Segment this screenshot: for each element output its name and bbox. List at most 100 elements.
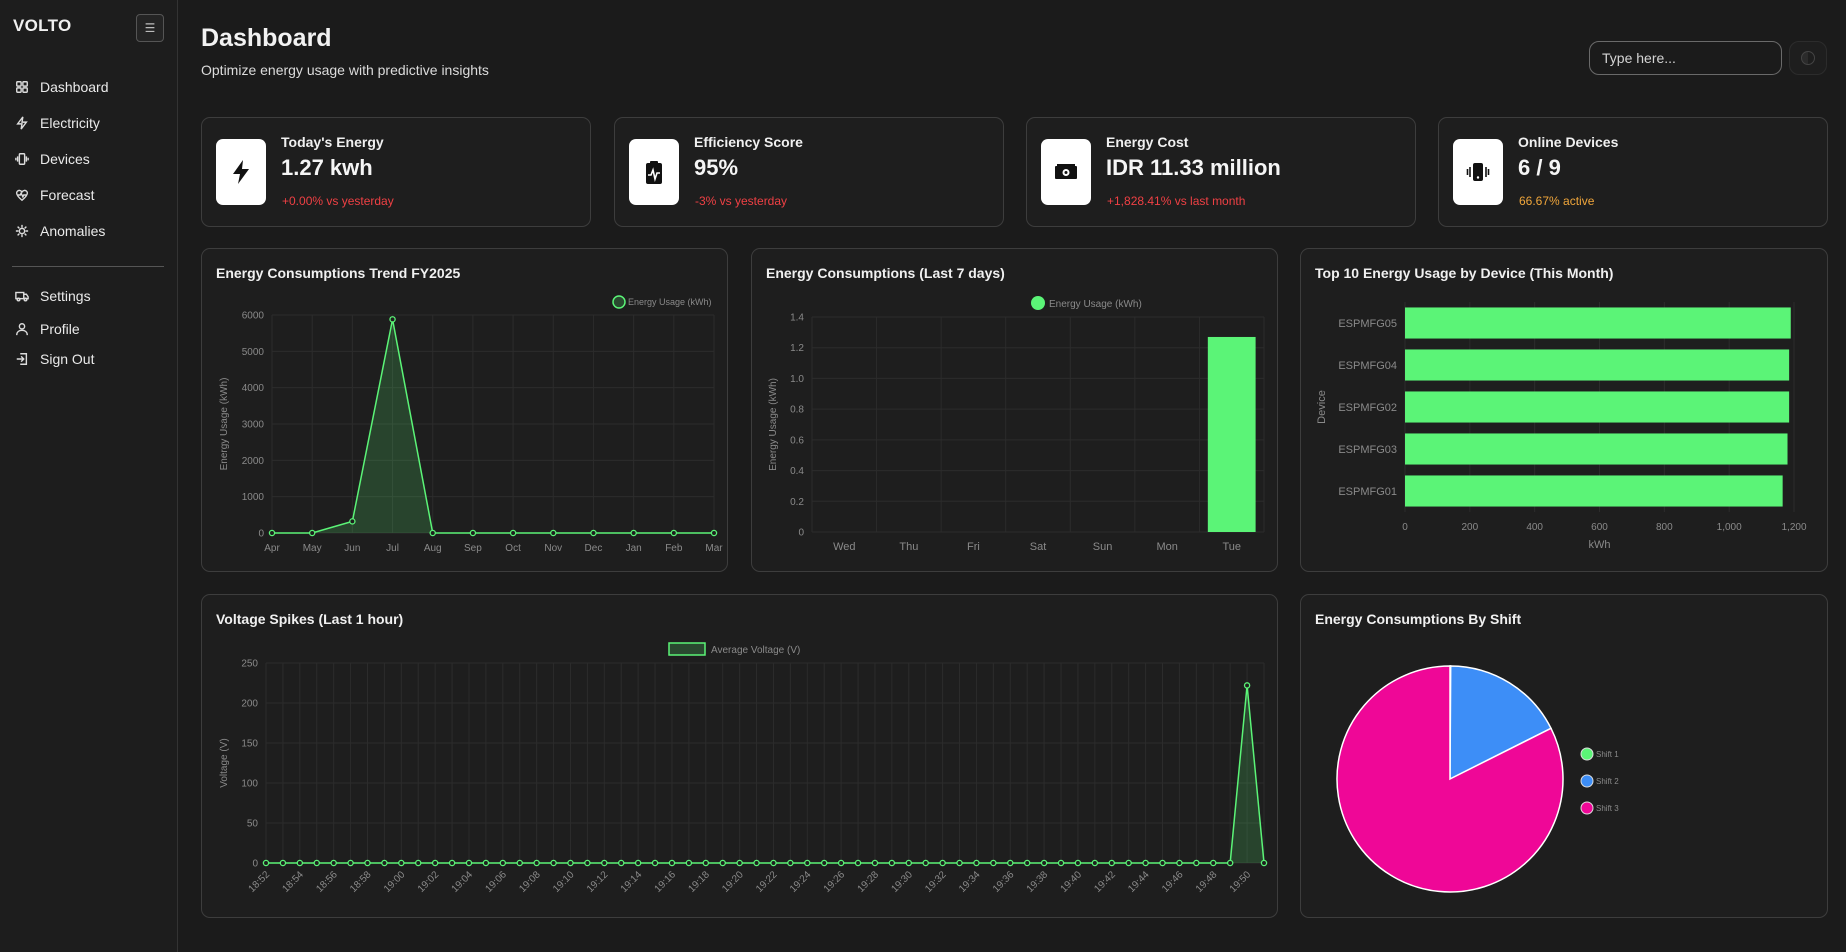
y-axis-label: Voltage (V) [219, 738, 230, 787]
x-tick-label: Wed [833, 541, 855, 553]
app-logo: VOLTO [13, 16, 72, 35]
y-tick-label: 1000 [242, 492, 265, 503]
sidebar-item-devices[interactable]: Devices [14, 141, 109, 177]
sidebar-item-label: Forecast [40, 187, 95, 203]
search-input[interactable] [1589, 41, 1782, 75]
x-tick-label: Jan [626, 543, 642, 554]
contrast-icon [1801, 51, 1815, 65]
data-point [1176, 859, 1183, 867]
legend-label: Energy Usage (kWh) [628, 297, 712, 307]
data-point [651, 859, 659, 867]
data-point [1074, 859, 1082, 867]
sidebar-item-dashboard[interactable]: Dashboard [14, 69, 109, 105]
sidebar-item-forecast[interactable]: Forecast [14, 177, 109, 213]
data-point [617, 859, 625, 867]
data-point [414, 859, 422, 867]
y-tick-label: 0.6 [790, 435, 804, 446]
x-tick-label: 19:02 [416, 869, 442, 895]
sidebar-item-sign-out[interactable]: Sign Out [14, 344, 94, 374]
legend-swatch [612, 295, 626, 309]
y-tick-label: ESPMFG02 [1338, 402, 1397, 414]
chart-card-top-devices: Top 10 Energy Usage by Device (This Mont… [1300, 248, 1828, 572]
data-point [1142, 859, 1149, 867]
data-point [630, 529, 637, 537]
data-point [262, 859, 270, 867]
data-point [1243, 682, 1251, 689]
y-tick-label: 200 [241, 699, 258, 710]
data-point [922, 859, 929, 867]
x-tick-label: Jul [386, 543, 399, 554]
x-tick-label: Apr [264, 543, 280, 554]
data-point [330, 859, 337, 867]
legend-label: Shift 1 [1596, 750, 1619, 759]
menu-icon: ☰ [144, 21, 156, 35]
y-tick-label: 1.4 [790, 313, 804, 324]
pie-slice [1449, 665, 1553, 781]
y-tick-label: 0 [252, 859, 258, 870]
y-tick-label: 0 [798, 528, 804, 539]
data-point [398, 859, 405, 867]
x-tick-label: 19:46 [1160, 869, 1186, 895]
x-tick-label: 19:18 [686, 869, 712, 895]
legend-label: Average Voltage (V) [711, 645, 800, 656]
data-point [601, 859, 608, 867]
bolt-icon [216, 139, 266, 205]
chart-card-last-7-days: Energy Consumptions (Last 7 days) 0 0.2 0.… [751, 248, 1278, 572]
y-tick-label: 0.4 [790, 466, 804, 477]
y-tick-label: 1.2 [790, 343, 804, 354]
x-tick-label: Dec [585, 543, 603, 554]
stat-card-todays-energy: Today's Energy 1.27 kwh +0.00% vs yester… [201, 117, 591, 227]
x-tick-label: 19:14 [619, 869, 645, 895]
stat-value: IDR 11.33 million [1106, 155, 1281, 180]
x-tick-label: 19:40 [1059, 869, 1085, 895]
x-tick-label: 19:42 [1092, 869, 1118, 895]
y-tick-label: ESPMFG04 [1338, 360, 1397, 372]
sidebar-item-profile[interactable]: Profile [14, 314, 94, 344]
sidebar-item-label: Sign Out [40, 351, 95, 367]
pie-slice [1336, 665, 1564, 893]
data-point [990, 859, 997, 867]
y-tick-label: ESPMFG05 [1338, 318, 1397, 330]
data-point [381, 859, 388, 867]
data-point [753, 859, 760, 867]
data-point [905, 859, 913, 867]
data-point [469, 529, 477, 537]
y-axis-label: Energy Usage (kWh) [219, 378, 230, 471]
x-tick-label: Feb [665, 543, 683, 554]
data-point [710, 529, 718, 537]
data-point [820, 859, 828, 867]
data-point [296, 859, 304, 867]
theme-toggle-button[interactable] [1789, 41, 1827, 75]
data-point [888, 859, 896, 867]
data-point [939, 859, 946, 867]
chart-title: Top 10 Energy Usage by Device (This Mont… [1315, 265, 1614, 281]
sidebar-item-settings[interactable]: Settings [14, 278, 94, 314]
sidebar-item-label: Devices [40, 151, 90, 167]
page-subtitle: Optimize energy usage with predictive in… [201, 62, 489, 78]
y-tick-label: 250 [241, 659, 258, 670]
data-point [1210, 859, 1217, 867]
y-tick-label: 0.8 [790, 405, 804, 416]
x-tick-label: 19:48 [1194, 869, 1220, 895]
x-tick-label: Aug [424, 543, 442, 554]
x-tick-label: 19:50 [1228, 869, 1254, 895]
x-tick-label: 18:58 [348, 869, 374, 895]
data-point [1108, 859, 1116, 867]
series-line [266, 685, 1265, 864]
x-tick-label: Fri [967, 541, 980, 553]
y-tick-label: 3000 [242, 420, 265, 431]
sidebar-item-anomalies[interactable]: Anomalies [14, 213, 109, 249]
x-tick-label: Mon [1156, 541, 1177, 553]
chart-title: Energy Consumptions (Last 7 days) [766, 265, 1005, 281]
x-tick-label: 19:20 [720, 869, 746, 895]
sidebar-item-electricity[interactable]: Electricity [14, 105, 109, 141]
y-tick-label: 0 [258, 529, 264, 540]
device-icon [14, 151, 30, 167]
menu-toggle-button[interactable]: ☰ [136, 14, 164, 42]
x-tick-label: 0 [1402, 522, 1408, 533]
x-tick-label: Oct [505, 543, 521, 554]
data-point [670, 529, 678, 537]
x-tick-label: 400 [1526, 522, 1543, 533]
data-point [465, 859, 473, 867]
voltage-spikes-chart: 0 50 100 150 200 250 Voltage (V) 18:52 18:54 18:5… [219, 642, 1268, 895]
